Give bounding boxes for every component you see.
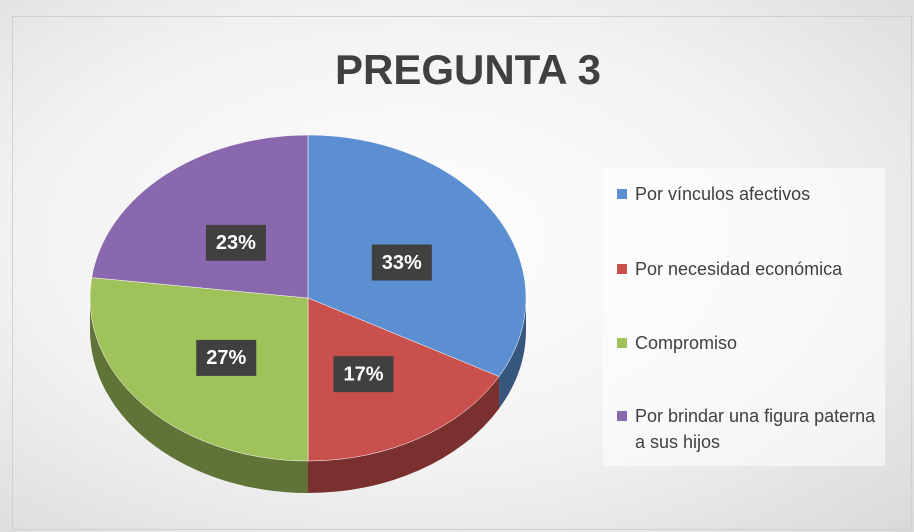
data-label: 23% — [216, 232, 256, 254]
legend-label: Por necesidad económica — [635, 259, 843, 279]
legend-swatch — [617, 411, 627, 421]
data-label: 33% — [382, 252, 422, 274]
legend-label: Por vínculos afectivos — [635, 184, 811, 204]
chart-title: PREGUNTA 3 — [335, 46, 601, 93]
legend-label: Compromiso — [635, 333, 738, 353]
data-label-box — [333, 356, 394, 393]
legend: Por vínculos afectivos Por necesidad econ… — [603, 168, 885, 466]
slice-side — [308, 376, 500, 493]
slice — [91, 134, 309, 299]
legend-swatch — [617, 264, 627, 274]
legend-swatch — [617, 189, 627, 199]
slice — [307, 297, 500, 462]
data-label: 27% — [206, 347, 246, 369]
slice-side — [499, 298, 526, 409]
data-label-box — [196, 339, 257, 376]
data-label: 17% — [343, 363, 383, 385]
chart-frame — [12, 16, 912, 530]
slice-side — [90, 298, 308, 493]
data-label-box — [371, 244, 432, 281]
legend-label: Por brindar una figura paterna a sus hij… — [635, 406, 876, 452]
legend-swatch — [617, 338, 627, 348]
data-label-box — [205, 224, 266, 261]
